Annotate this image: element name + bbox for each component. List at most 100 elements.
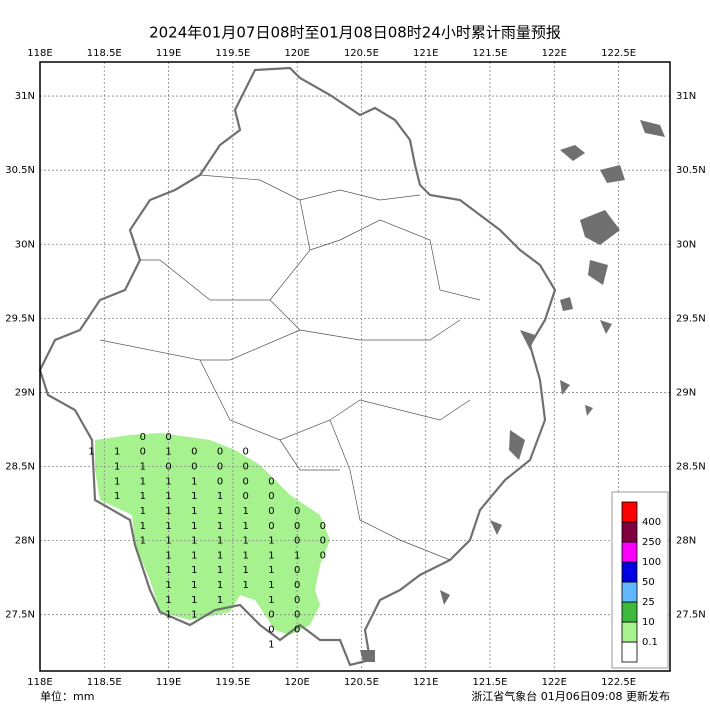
point-value: 1 [217, 595, 223, 606]
point-value: 1 [165, 491, 171, 502]
point-value: 0 [217, 447, 223, 458]
point-value: 0 [320, 550, 326, 561]
lon-tick-label: 120.5E [344, 48, 379, 59]
point-value: 0 [217, 476, 223, 487]
point-value: 1 [88, 447, 94, 458]
point-value: 0 [268, 506, 274, 517]
point-value: 1 [140, 491, 146, 502]
point-value: 1 [165, 550, 171, 561]
lon-tick-label: 122E [542, 677, 567, 688]
point-value: 1 [243, 550, 249, 561]
point-value: 0 [294, 625, 300, 636]
lat-tick-label: 31N [676, 91, 696, 102]
point-value: 1 [140, 476, 146, 487]
point-value: 0 [165, 462, 171, 473]
point-value: 1 [191, 550, 197, 561]
lat-tick-label: 30.5N [5, 165, 35, 176]
point-value: 0 [243, 462, 249, 473]
lon-tick-label: 118.5E [87, 48, 122, 59]
lat-tick-label: 30N [676, 239, 696, 250]
point-value: 1 [140, 521, 146, 532]
point-value: 1 [165, 521, 171, 532]
point-value: 1 [243, 536, 249, 547]
point-value: 1 [191, 610, 197, 621]
point-value: 1 [114, 447, 120, 458]
point-value: 1 [165, 536, 171, 547]
point-value: 0 [294, 536, 300, 547]
legend-label: 50 [642, 577, 655, 588]
point-value: 0 [243, 491, 249, 502]
point-value: 1 [268, 536, 274, 547]
issuer-label: 浙江省气象台 01月06日09:08 更新发布 [471, 689, 670, 703]
point-value: 0 [268, 476, 274, 487]
lon-tick-label: 120E [284, 48, 309, 59]
lon-tick-label: 119.5E [215, 677, 250, 688]
point-value: 1 [191, 565, 197, 576]
point-value: 0 [268, 625, 274, 636]
legend-label: 0.1 [642, 637, 658, 648]
legend-swatch [621, 561, 638, 583]
unit-label: 单位：mm [40, 689, 94, 703]
point-value: 0 [268, 491, 274, 502]
map-title: 2024年01月07日08时至01月08日08时24小时累计雨量预报 [149, 24, 561, 42]
point-value: 1 [165, 580, 171, 591]
legend-swatch [621, 501, 638, 523]
point-value: 1 [140, 506, 146, 517]
point-value: 1 [191, 506, 197, 517]
point-value: 1 [165, 595, 171, 606]
point-value: 0 [191, 462, 197, 473]
point-value: 1 [191, 476, 197, 487]
point-value: 0 [294, 565, 300, 576]
legend-label: 100 [642, 557, 661, 568]
point-value: 0 [294, 610, 300, 621]
point-value: 1 [268, 639, 274, 650]
lon-tick-label: 122E [542, 48, 567, 59]
point-value: 0 [294, 580, 300, 591]
lon-tick-label: 121.5E [473, 48, 508, 59]
point-value: 1 [217, 521, 223, 532]
lon-tick-label: 119.5E [215, 48, 250, 59]
lat-tick-label: 30N [15, 239, 35, 250]
point-value: 1 [191, 580, 197, 591]
point-value: 1 [217, 580, 223, 591]
lon-tick-label: 120.5E [344, 677, 379, 688]
point-value: 1 [217, 550, 223, 561]
lat-tick-label: 29N [676, 387, 696, 398]
point-value: 1 [217, 491, 223, 502]
rain-area [95, 433, 330, 635]
point-value: 1 [268, 595, 274, 606]
lon-tick-label: 121E [413, 677, 438, 688]
point-value: 0 [320, 536, 326, 547]
legend-label: 10 [642, 617, 655, 628]
point-value: 1 [191, 521, 197, 532]
point-value: 0 [294, 506, 300, 517]
lat-tick-label: 28N [15, 536, 35, 547]
point-value: 0 [320, 521, 326, 532]
lon-tick-label: 119E [156, 48, 181, 59]
point-value: 0 [217, 462, 223, 473]
lat-tick-label: 31N [15, 91, 35, 102]
legend-swatch [621, 601, 638, 623]
point-value: 1 [191, 595, 197, 606]
map-frame [39, 61, 671, 672]
lon-tick-label: 118E [27, 48, 52, 59]
point-value: 0 [243, 476, 249, 487]
lon-tick-label: 122.5E [601, 48, 636, 59]
lon-tick-label: 120E [284, 677, 309, 688]
point-value: 1 [114, 462, 120, 473]
legend-swatch [621, 641, 638, 663]
legend-swatch [621, 521, 638, 543]
point-value: 1 [217, 506, 223, 517]
point-value: 0 [165, 432, 171, 443]
point-value: 1 [243, 506, 249, 517]
lon-tick-label: 118E [27, 677, 52, 688]
point-value: 1 [268, 580, 274, 591]
point-value: 1 [191, 536, 197, 547]
legend-label: 250 [642, 537, 661, 548]
lat-tick-label: 30.5N [676, 165, 706, 176]
legend-label: 400 [642, 517, 661, 528]
legend-box [611, 491, 669, 669]
point-value: 0 [268, 610, 274, 621]
point-value: 1 [243, 580, 249, 591]
